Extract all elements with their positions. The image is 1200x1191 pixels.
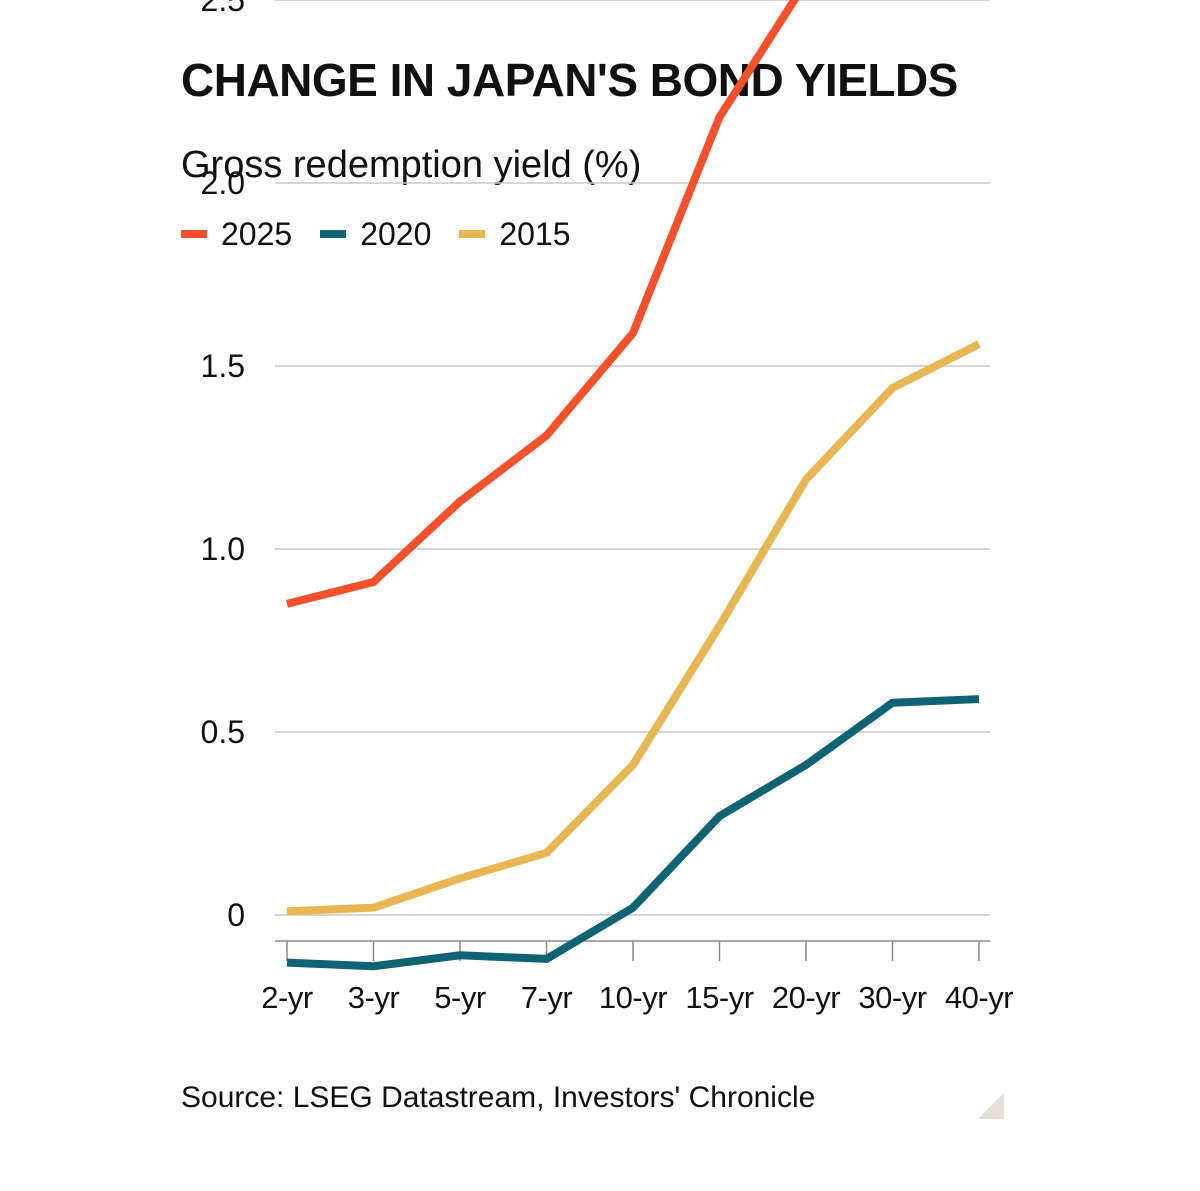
corner-logo-mark	[978, 1093, 1004, 1119]
x-tick-label-10-yr: 10-yr	[599, 980, 667, 1015]
legend-label-2025: 2025	[221, 215, 293, 252]
series-line-2015	[286, 340, 981, 916]
x-tick-label-7-yr: 7-yr	[521, 980, 573, 1015]
x-tick-label-5-yr: 5-yr	[434, 980, 486, 1015]
y-tick-label-2.5: 2.5	[201, 0, 245, 18]
legend-label-2020: 2020	[360, 215, 432, 252]
x-tick-label-2-yr: 2-yr	[261, 980, 313, 1015]
y-tick-label-2.0: 2.0	[201, 165, 245, 201]
series-line-2025	[286, 0, 800, 608]
legend-swatch-2015	[459, 230, 486, 238]
y-tick-label-1.0: 1.0	[201, 531, 245, 567]
series-line-2020	[286, 695, 980, 971]
series-lines	[286, 0, 981, 971]
legend-label-2015: 2015	[499, 215, 571, 252]
legend-item-2020: 2020	[320, 216, 431, 253]
source-note: Source: LSEG Datastream, Investors' Chro…	[181, 1081, 816, 1114]
x-tick-label-30-yr: 30-yr	[858, 980, 926, 1015]
y-axis-tick-labels: 00.51.01.52.02.53.0	[201, 0, 245, 933]
x-tick-label-15-yr: 15-yr	[685, 980, 753, 1015]
gridlines	[275, 0, 990, 916]
legend-swatch-2020	[320, 230, 347, 238]
legend-item-2015: 2015	[459, 215, 571, 253]
chart-title: CHANGE IN JAPAN'S BOND YIELDS	[181, 54, 958, 106]
y-tick-label-1.5: 1.5	[201, 348, 245, 384]
legend-item-2025: 2025	[181, 216, 292, 253]
x-tick-label-40-yr: 40-yr	[945, 980, 1013, 1015]
y-tick-label-0: 0	[227, 897, 245, 933]
chart-subtitle: Gross redemption yield (%)	[181, 144, 642, 186]
x-tick-label-20-yr: 20-yr	[772, 980, 840, 1015]
x-tick-label-3-yr: 3-yr	[348, 980, 400, 1015]
legend-swatch-2025	[181, 230, 207, 238]
y-tick-label-0.5: 0.5	[201, 714, 245, 750]
legend: 2025 2020 2015	[181, 212, 599, 256]
x-axis: 2-yr 3-yr 5-yr 7-yr 10-yr 15-yr 20-yr 30-yr 40-y…	[261, 940, 1014, 1015]
